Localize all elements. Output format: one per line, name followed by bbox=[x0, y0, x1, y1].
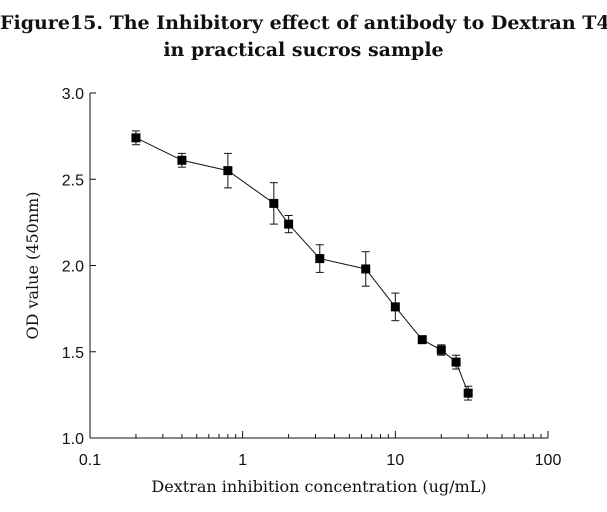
series-line bbox=[135, 137, 469, 394]
data-markers bbox=[131, 133, 473, 398]
data-point bbox=[131, 133, 141, 143]
x-tick-label: 100 bbox=[535, 452, 562, 469]
error-bars bbox=[131, 130, 473, 401]
chart-title-line-2: in practical sucros sample bbox=[163, 39, 444, 61]
data-point bbox=[284, 219, 294, 229]
y-tick-label: 3.0 bbox=[62, 86, 84, 103]
y-tick-label: 2.5 bbox=[62, 172, 84, 189]
x-tick-label: 0.1 bbox=[79, 452, 101, 469]
data-point bbox=[451, 357, 461, 367]
data-point bbox=[417, 335, 427, 345]
data-point bbox=[269, 198, 279, 208]
y-tick-label: 1.5 bbox=[62, 345, 84, 362]
data-point bbox=[361, 264, 371, 274]
series-connecting-line bbox=[135, 137, 469, 394]
data-point bbox=[177, 155, 187, 165]
chart-title-line-1: Figure15. The Inhibitory effect of antib… bbox=[0, 12, 607, 34]
chart-title: Figure15. The Inhibitory effect of antib… bbox=[0, 10, 607, 64]
data-point bbox=[315, 254, 325, 264]
data-point bbox=[223, 166, 233, 176]
y-axis-label: OD value (450nm) bbox=[23, 191, 42, 339]
data-point bbox=[390, 302, 400, 312]
data-point bbox=[463, 388, 473, 398]
tick-labels: 1.0 1.5 2.0 2.5 3.0 0.1 1 10 100 bbox=[62, 86, 562, 469]
x-tick-label: 10 bbox=[386, 452, 404, 469]
axes bbox=[89, 92, 549, 439]
x-axis-label: Dextran inhibition concentration (ug/mL) bbox=[151, 477, 486, 496]
x-tick-label: 1 bbox=[238, 452, 247, 469]
y-tick-label: 1.0 bbox=[62, 431, 84, 448]
data-point bbox=[436, 345, 446, 355]
y-tick-label: 2.0 bbox=[62, 259, 84, 276]
